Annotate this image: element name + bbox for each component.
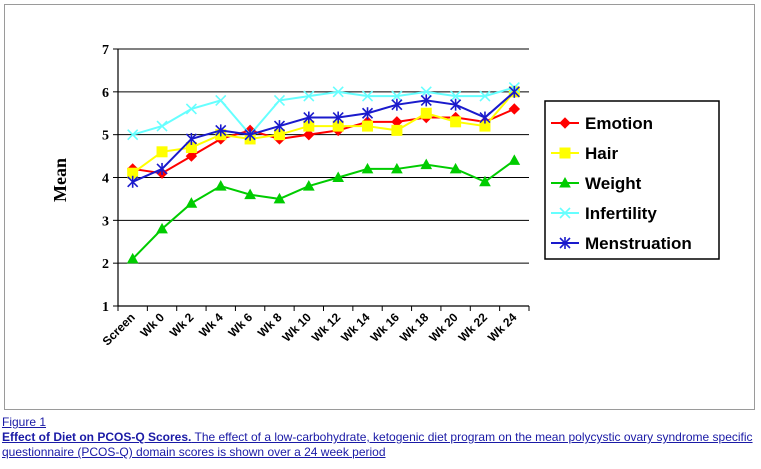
legend-label: Infertility [585,204,657,223]
legend-label: Hair [585,144,618,163]
x-tick-label: Wk 16 [368,310,403,345]
x-tick-label: Wk 12 [309,310,344,345]
data-point-hair [450,116,462,128]
data-point-infertility [361,90,374,102]
data-point-menstruation [303,111,315,124]
data-point-infertility [420,86,432,98]
legend: Emotion Hair Weight Infertility Menstruation [544,100,720,260]
x-tick-label: Wk 18 [397,310,432,345]
data-point-infertility [303,90,315,102]
data-point-hair [420,107,432,119]
data-point-menstruation [450,98,462,111]
data-point-menstruation [391,98,403,111]
y-tick-label: 1 [102,300,109,315]
y-tick-label: 5 [102,129,109,144]
data-point-weight [420,158,433,170]
x-tick-label: Wk 2 [167,310,197,340]
data-point-weight [361,162,374,174]
data-point-weight [449,162,462,174]
legend-label: Emotion [585,114,653,133]
legend-item-menstruation: Menstruation [551,234,692,253]
x-tick-label: Wk 14 [338,310,373,345]
data-point-weight [302,180,315,191]
legend-marker [559,176,571,188]
x-tick-label: Screen [100,310,138,348]
legend-marker [559,117,571,129]
series-line-infertility [132,86,515,137]
caption-text: The effect of a low-carbohydrate, ketoge… [2,430,753,459]
x-tick-label: Wk 22 [456,310,491,345]
data-point-infertility [479,90,491,102]
y-axis-label: Mean [50,158,70,202]
y-tick-label: 3 [102,214,109,229]
data-point-weight [332,171,345,182]
data-point-weight [156,222,168,234]
data-point-menstruation [156,162,168,175]
data-point-infertility [391,90,403,102]
data-point-menstruation [127,175,139,188]
data-point-menstruation [215,124,227,137]
legend-item-infertility: Infertility [551,204,657,223]
data-point-menstruation [420,94,432,107]
series-line-weight [131,159,515,260]
legend-label: Menstruation [585,234,692,253]
data-point-menstruation [361,107,374,120]
y-tick-label: 7 [102,43,109,58]
x-tick-label: Wk 0 [137,310,167,340]
legend-box [544,100,720,260]
data-point-weight [185,197,198,208]
caption-title: Effect of Diet on PCOS-Q Scores. [2,430,192,444]
figure-label-link[interactable]: Figure 1 [2,415,47,429]
data-point-weight [479,175,491,187]
legend-marker [559,147,571,159]
data-point-menstruation [479,111,491,124]
data-point-weight [126,252,139,264]
caption-link[interactable]: Effect of Diet on PCOS-Q Scores. The eff… [2,430,753,459]
legend-marker [559,207,571,219]
data-point-weight [391,162,403,174]
data-point-weight [508,154,521,165]
legend-marker [559,237,571,249]
data-point-emotion [185,150,198,162]
x-tick-label: Wk 10 [280,310,315,345]
data-point-infertility [156,120,168,132]
y-tick-label: 4 [102,172,109,187]
data-point-weight [214,180,227,191]
data-point-weight [244,188,256,200]
data-point-menstruation [185,132,197,145]
y-tick-label: 6 [102,86,109,101]
legend-item-hair: Hair [551,144,618,163]
x-tick-label: Wk 6 [226,310,256,340]
y-tick-label: 2 [102,257,109,272]
figure-frame: 1 2 3 4 5 6 7 Screen Wk 0 Wk 2 Wk 4 Wk 6 Wk 8 Wk 10 Wk… [4,4,755,410]
data-point-hair [156,146,168,158]
data-point-infertility [215,94,227,106]
data-point-menstruation [273,120,286,133]
data-point-emotion [508,103,521,115]
data-point-infertility [127,129,139,141]
legend-item-weight: Weight [551,174,642,193]
data-point-menstruation [244,128,256,141]
legend-item-emotion: Emotion [551,114,653,133]
data-point-weight [273,192,286,204]
series-line-menstruation [132,91,515,183]
figure-caption: Figure 1 Effect of Diet on PCOS-Q Scores… [2,415,757,460]
x-tick-label: Wk 20 [426,310,461,345]
data-point-hair [362,120,374,132]
x-tick-label: Wk 4 [196,310,226,340]
data-point-emotion [303,128,315,141]
x-tick-label: Wk 24 [485,310,520,345]
data-point-infertility [185,103,197,115]
data-point-hair [391,124,403,136]
data-point-infertility [332,86,344,98]
data-point-infertility [450,90,462,102]
legend-label: Weight [585,174,642,193]
data-point-menstruation [508,85,520,98]
data-point-menstruation [332,111,344,124]
data-point-infertility [273,94,286,106]
